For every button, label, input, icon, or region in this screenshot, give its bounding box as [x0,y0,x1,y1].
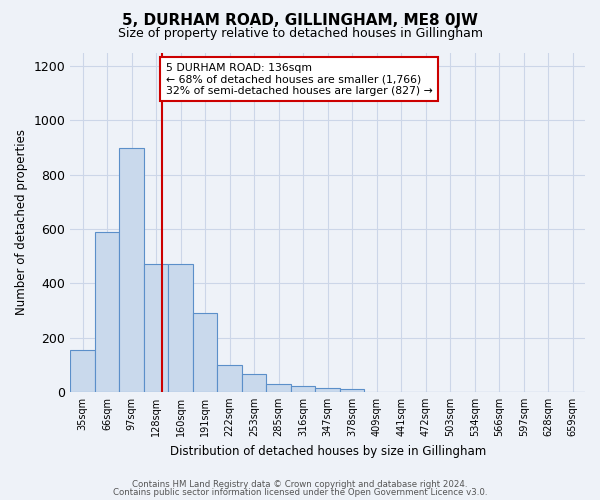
Text: Contains HM Land Registry data © Crown copyright and database right 2024.: Contains HM Land Registry data © Crown c… [132,480,468,489]
Text: 5, DURHAM ROAD, GILLINGHAM, ME8 0JW: 5, DURHAM ROAD, GILLINGHAM, ME8 0JW [122,12,478,28]
Bar [95,232,119,392]
Bar [242,374,266,392]
Y-axis label: Number of detached properties: Number of detached properties [15,129,28,315]
Bar [144,264,169,392]
Text: 5 DURHAM ROAD: 136sqm
← 68% of detached houses are smaller (1,766)
32% of semi-d: 5 DURHAM ROAD: 136sqm ← 68% of detached … [166,62,432,96]
Bar [193,313,217,392]
Bar [169,264,193,392]
Text: Size of property relative to detached houses in Gillingham: Size of property relative to detached ho… [118,28,482,40]
X-axis label: Distribution of detached houses by size in Gillingham: Distribution of detached houses by size … [170,444,486,458]
Bar [266,384,291,392]
Bar [340,389,364,392]
Bar [291,386,316,392]
Text: Contains public sector information licensed under the Open Government Licence v3: Contains public sector information licen… [113,488,487,497]
Bar [119,148,144,392]
Bar [316,388,340,392]
Bar [217,364,242,392]
Bar [70,350,95,392]
